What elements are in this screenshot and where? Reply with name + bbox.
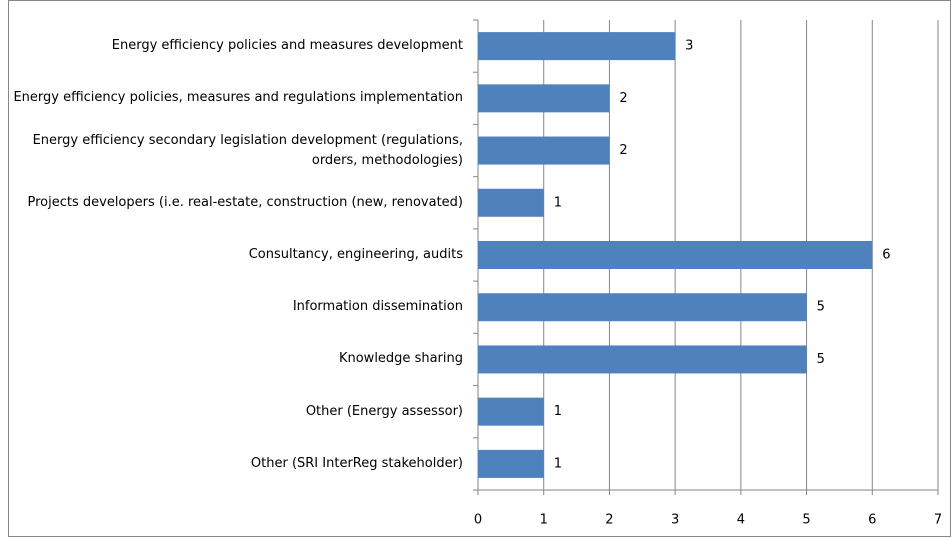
- bar: [478, 397, 544, 426]
- x-tick-label: 4: [737, 513, 745, 528]
- bar: [478, 241, 873, 269]
- value-label: 1: [554, 195, 562, 210]
- y-tick-label: Energy efficiency policies, measures and…: [13, 90, 463, 106]
- bar: [478, 449, 544, 478]
- x-tick-label: 6: [868, 513, 876, 528]
- bar: [478, 188, 544, 217]
- bar: [478, 293, 807, 322]
- y-tick-label: Other (SRI InterReg stakeholder): [250, 455, 463, 471]
- y-tick-label: Consultancy, engineering, audits: [248, 247, 463, 262]
- value-label: 2: [619, 143, 627, 158]
- x-tick-label: 3: [671, 513, 679, 528]
- bar: [478, 345, 807, 374]
- x-tick-label: 2: [605, 513, 613, 528]
- y-tick-label: Knowledge sharing: [338, 351, 463, 367]
- x-tick-label: 7: [934, 513, 942, 528]
- y-tick-label: Energy efficiency secondary legislation …: [32, 132, 463, 168]
- y-tick-label: Energy efficiency policies and measures …: [111, 38, 463, 54]
- value-label: 1: [554, 456, 562, 471]
- x-tick-label: 1: [540, 513, 548, 528]
- value-label: 6: [882, 248, 890, 263]
- bar: [478, 136, 610, 165]
- x-tick-label: 5: [802, 513, 810, 528]
- value-label: 1: [554, 404, 562, 419]
- value-label: 5: [817, 300, 825, 315]
- chart-frame: [8, 0, 951, 537]
- y-tick-label: Projects developers (i.e. real-estate, c…: [27, 194, 464, 210]
- bar: [478, 84, 610, 113]
- y-tick-label: Information dissemination: [292, 299, 463, 315]
- x-tick-label: 0: [474, 513, 482, 528]
- value-label: 2: [619, 91, 627, 106]
- y-tick-label: Other (Energy assessor): [305, 403, 463, 419]
- bar: [478, 32, 676, 61]
- value-label: 3: [685, 39, 693, 54]
- value-label: 5: [817, 352, 825, 367]
